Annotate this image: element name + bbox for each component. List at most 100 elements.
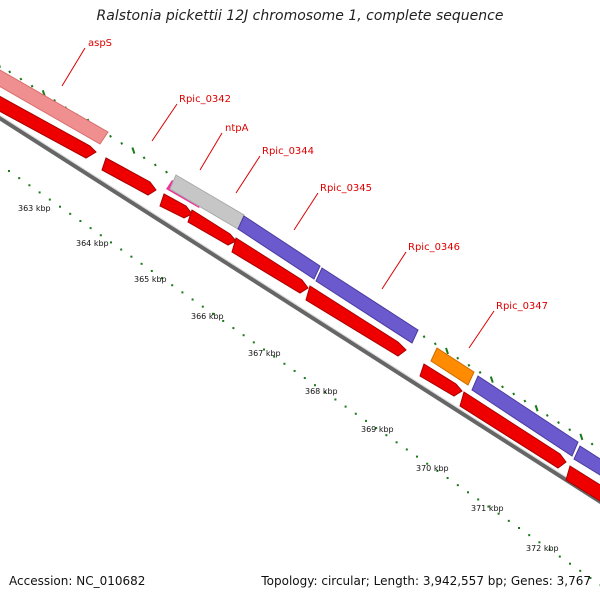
scale-dot bbox=[518, 527, 520, 529]
scale-dot bbox=[130, 255, 133, 258]
gene-label-ntpA: ntpA bbox=[225, 123, 249, 134]
feature-aspS bbox=[0, 69, 109, 145]
cds-arrow-2 bbox=[101, 157, 157, 196]
scale-label-364: 364 kbp bbox=[76, 239, 109, 248]
scale-dot bbox=[273, 355, 276, 358]
scale-dot bbox=[110, 241, 112, 244]
gc-tick bbox=[467, 363, 471, 367]
backbone-outer-line bbox=[0, 116, 600, 504]
scale-dot bbox=[405, 448, 408, 451]
scale-dot bbox=[354, 412, 357, 415]
scale-dot bbox=[446, 477, 449, 480]
cds-arrow-5 bbox=[231, 237, 309, 294]
scale-dot bbox=[201, 305, 204, 308]
cds-arrow-4 bbox=[187, 209, 237, 246]
scale-dot bbox=[263, 348, 265, 351]
gene-label-rpic0347: Rpic_0347 bbox=[496, 301, 548, 312]
scale-dot bbox=[38, 191, 41, 194]
scale-dot bbox=[416, 455, 418, 458]
gc-tick bbox=[523, 399, 527, 403]
scale-dot bbox=[324, 391, 327, 394]
gc-tick bbox=[120, 141, 124, 145]
scale-dot bbox=[283, 362, 286, 365]
gene-label-rpic0346: Rpic_0346 bbox=[408, 242, 460, 253]
scale-dot bbox=[69, 212, 72, 215]
scale-dot bbox=[395, 441, 398, 444]
scale-dot bbox=[212, 312, 214, 315]
gc-tick bbox=[579, 433, 584, 441]
scale-dot bbox=[222, 319, 225, 322]
leader-rpic0346 bbox=[381, 251, 407, 290]
scale-dot bbox=[344, 405, 347, 408]
scale-dot bbox=[242, 334, 245, 337]
gene-label-aspS: aspS bbox=[88, 38, 112, 49]
scale-dot bbox=[59, 205, 61, 208]
scale-dot bbox=[385, 434, 388, 437]
feature-rpic0347-orange bbox=[430, 347, 475, 386]
gc-tick bbox=[422, 335, 426, 339]
scale-dot bbox=[99, 234, 102, 237]
gc-tick bbox=[433, 342, 437, 346]
scale-dot bbox=[477, 498, 480, 501]
scale-dot bbox=[436, 469, 439, 472]
scale-dot bbox=[181, 291, 184, 294]
scale-dot bbox=[18, 177, 21, 180]
scale-dot bbox=[314, 384, 316, 387]
leader-rpic0342 bbox=[151, 103, 178, 142]
gc-tick bbox=[445, 347, 449, 355]
label-leaders bbox=[61, 47, 495, 349]
scale-dot bbox=[456, 484, 459, 487]
scale-dot bbox=[579, 569, 582, 572]
gc-tick bbox=[512, 392, 516, 396]
gc-tick bbox=[534, 404, 539, 412]
scale-dot bbox=[252, 341, 255, 344]
scale-label-365: 365 kbp bbox=[134, 275, 167, 284]
scale-dot bbox=[569, 562, 571, 565]
gc-tick bbox=[30, 84, 34, 88]
scale-dot bbox=[28, 184, 31, 187]
gene-label-rpic0344: Rpic_0344 bbox=[262, 146, 314, 157]
map-title: Ralstonia pickettii 12J chromosome 1, co… bbox=[96, 8, 504, 24]
gc-tick bbox=[153, 163, 157, 167]
gc-tick bbox=[456, 356, 460, 360]
gene-label-rpic0345: Rpic_0345 bbox=[320, 183, 372, 194]
leader-aspS bbox=[61, 47, 86, 87]
gc-tick bbox=[501, 385, 504, 389]
scale-dot bbox=[558, 555, 561, 558]
scale-dot bbox=[375, 427, 378, 430]
gc-tick bbox=[131, 147, 136, 154]
scale-dot bbox=[538, 541, 541, 544]
scale-dot bbox=[150, 269, 153, 272]
scale-dot bbox=[89, 227, 92, 230]
leader-rpic0344 bbox=[235, 155, 261, 194]
scale-dot bbox=[8, 170, 10, 172]
feature-purple-right-1 bbox=[471, 375, 579, 457]
scale-dot bbox=[191, 298, 194, 301]
gc-tick bbox=[568, 428, 572, 432]
leader-rpic0347 bbox=[468, 310, 495, 349]
scale-dot bbox=[171, 284, 174, 287]
cds-arrow-9 bbox=[565, 465, 600, 502]
scale-dots bbox=[8, 170, 600, 587]
accession-text: Accession: NC_010682 bbox=[9, 574, 146, 588]
leader-rpic0345 bbox=[293, 192, 319, 231]
scale-dot bbox=[426, 462, 429, 465]
scale-dot bbox=[548, 548, 551, 551]
gc-tick bbox=[19, 77, 23, 81]
cds-arrow-1 bbox=[0, 95, 97, 159]
gc-tick bbox=[165, 170, 168, 174]
scale-dot bbox=[303, 377, 306, 380]
cds-arrow-6 bbox=[305, 285, 407, 357]
gc-tick bbox=[590, 442, 594, 446]
scale-label-363: 363 kbp bbox=[18, 204, 51, 213]
scale-label-367: 367 kbp bbox=[248, 349, 281, 358]
scale-dot bbox=[161, 277, 163, 280]
scale-dot bbox=[507, 519, 510, 522]
scale-label-371: 371 kbp bbox=[471, 504, 504, 513]
scale-dot bbox=[487, 505, 490, 508]
gc-tick bbox=[545, 413, 549, 417]
scale-dot bbox=[467, 491, 469, 494]
scale-labels: 363 kbp 364 kbp 365 kbp 366 kbp 367 kbp … bbox=[18, 204, 559, 553]
gc-tick bbox=[109, 134, 112, 138]
